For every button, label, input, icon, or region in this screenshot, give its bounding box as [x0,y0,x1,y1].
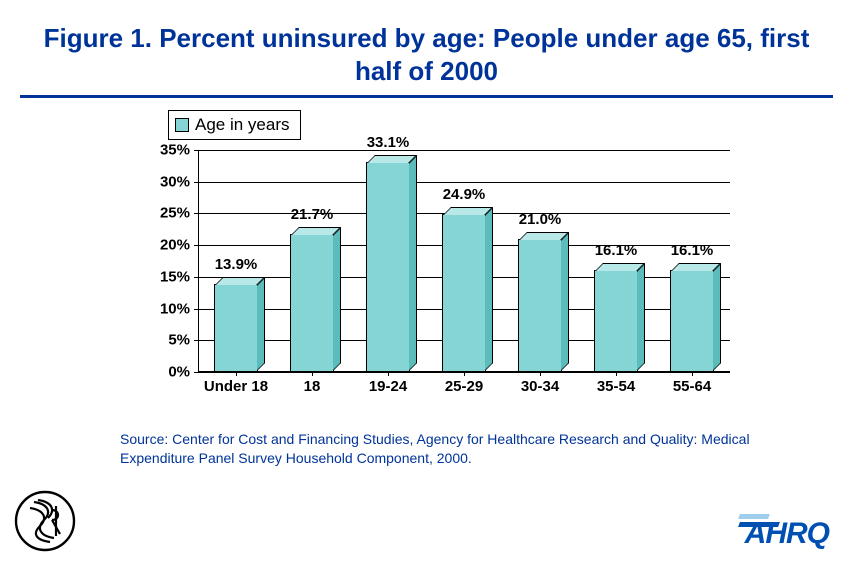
x-tick-label: 18 [304,378,321,395]
bar-value-label: 21.7% [291,206,334,223]
bar-chart: Age in years 0%5%10%15%20%25%30%35%13.9%… [150,112,750,392]
y-tick-label: 10% [160,300,190,317]
y-axis [198,150,199,372]
ahrq-logo: AHRQ [745,517,829,551]
bar: 13.9% [214,284,258,372]
bar-value-label: 21.0% [519,211,562,228]
x-tick-label: 30-34 [521,378,559,395]
y-tick-label: 20% [160,237,190,254]
legend-label: Age in years [195,115,290,135]
figure-title: Figure 1. Percent uninsured by age: Peop… [0,0,853,95]
x-tick-label: 19-24 [369,378,407,395]
y-tick-label: 0% [168,364,190,381]
bar-value-label: 13.9% [215,256,258,273]
legend-swatch [175,118,189,132]
x-tick-label: 35-54 [597,378,635,395]
plot-area: 0%5%10%15%20%25%30%35%13.9%Under 1821.7%… [198,150,730,372]
bar: 21.7% [290,234,334,372]
y-tick-label: 15% [160,268,190,285]
x-tick-label: Under 18 [204,378,268,395]
bar-value-label: 16.1% [671,242,714,259]
y-tick-label: 5% [168,332,190,349]
y-tick-label: 25% [160,205,190,222]
bar: 33.1% [366,162,410,372]
bar-value-label: 24.9% [443,186,486,203]
legend: Age in years [168,110,301,140]
source-text: Source: Center for Cost and Financing St… [120,430,760,468]
grid-line [198,182,730,183]
bar: 21.0% [518,239,562,372]
title-rule [20,95,833,98]
bar: 24.9% [442,214,486,372]
bar-value-label: 33.1% [367,134,410,151]
grid-line [198,150,730,151]
hhs-logo [14,490,76,557]
x-tick-label: 55-64 [673,378,711,395]
y-tick-label: 35% [160,142,190,159]
bar: 16.1% [670,270,714,372]
bar-value-label: 16.1% [595,242,638,259]
y-tick-label: 30% [160,173,190,190]
bar: 16.1% [594,270,638,372]
x-tick-label: 25-29 [445,378,483,395]
